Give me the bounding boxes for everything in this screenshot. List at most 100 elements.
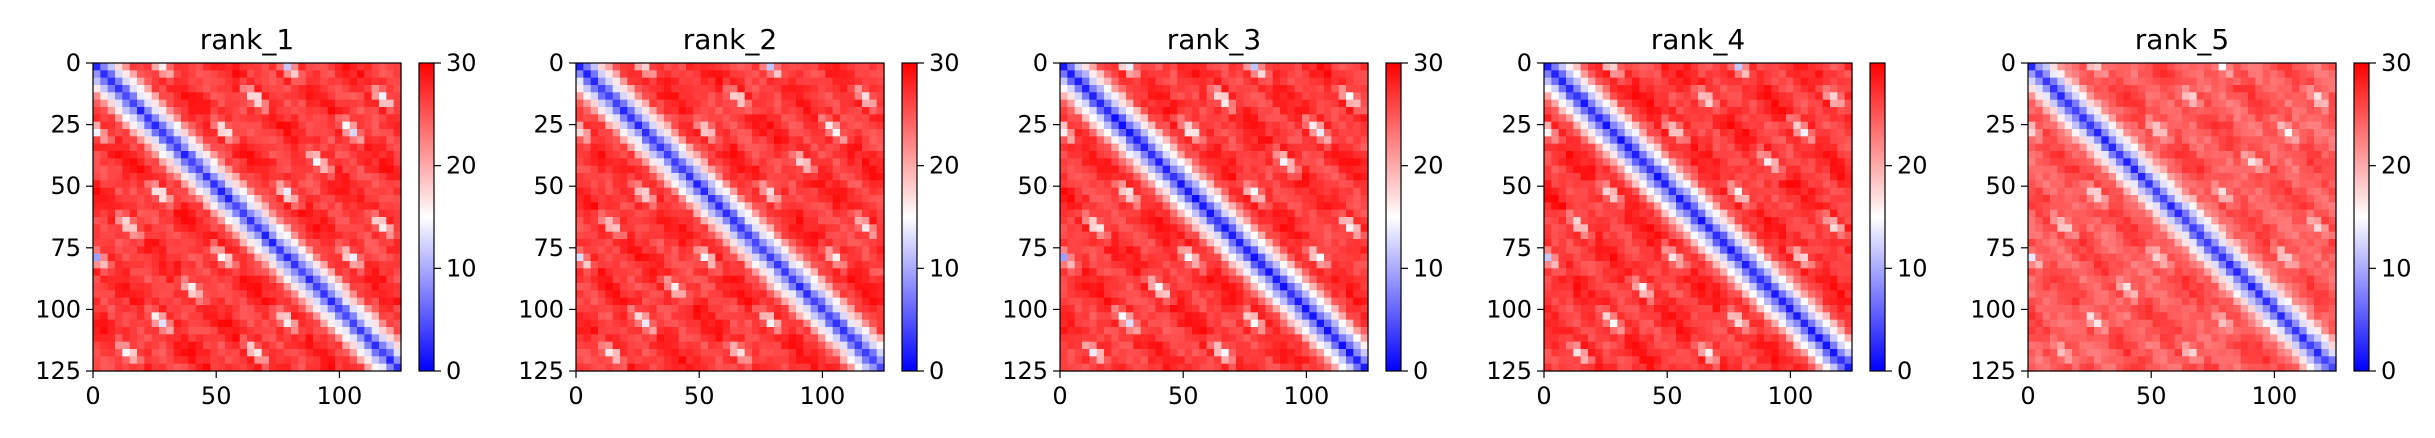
heatmap-cell xyxy=(862,275,870,284)
heatmap-cell xyxy=(693,253,702,262)
heatmap-cell xyxy=(122,151,131,159)
heatmap-cell xyxy=(320,77,329,86)
heatmap-cell xyxy=(715,70,724,79)
heatmap-cell xyxy=(737,143,746,152)
heatmap-cell xyxy=(854,283,863,291)
heatmap-cell xyxy=(232,158,241,167)
heatmap-cell xyxy=(1287,246,1296,255)
heatmap-cell xyxy=(327,151,336,159)
heatmap-cell xyxy=(1199,136,1208,145)
heatmap-cell xyxy=(664,158,672,167)
heatmap-cell xyxy=(144,195,153,203)
heatmap-cell xyxy=(232,99,241,108)
heatmap-cell xyxy=(269,297,277,306)
heatmap-cell xyxy=(129,187,138,196)
heatmap-cell xyxy=(144,63,153,71)
heatmap-cell xyxy=(393,165,402,174)
heatmap-cell xyxy=(744,261,753,269)
heatmap-cell xyxy=(869,268,878,277)
heatmap-cell xyxy=(1309,246,1318,255)
heatmap-cell xyxy=(1331,202,1340,211)
heatmap-cell xyxy=(656,77,665,86)
heatmap-cell xyxy=(847,136,856,145)
heatmap-cell xyxy=(1177,187,1186,196)
heatmap-cell xyxy=(634,114,643,123)
heatmap-cell xyxy=(1206,85,1215,93)
heatmap-cell xyxy=(107,239,116,247)
heatmap-cell xyxy=(642,143,650,152)
heatmap-cell xyxy=(261,180,270,189)
x-tick-label: 50 xyxy=(201,382,232,410)
heatmap-cell xyxy=(840,217,848,225)
heatmap-cell xyxy=(803,283,812,291)
heatmap-cell xyxy=(781,275,790,284)
heatmap-cell xyxy=(840,246,848,255)
heatmap-cell xyxy=(1258,202,1266,211)
heatmap-cell xyxy=(342,275,351,284)
heatmap-cell xyxy=(1228,165,1237,174)
heatmap-cell xyxy=(247,151,255,159)
heatmap-cell xyxy=(722,231,731,240)
heatmap-cell xyxy=(737,334,746,343)
heatmap-cell xyxy=(1228,275,1237,284)
heatmap-cell xyxy=(122,305,131,313)
heatmap-cell xyxy=(876,246,885,255)
heatmap-cell xyxy=(1096,187,1105,196)
heatmap-cell xyxy=(122,224,131,233)
heatmap-cell xyxy=(247,349,255,357)
heatmap-cell xyxy=(181,70,189,79)
heatmap-cell xyxy=(1111,151,1120,159)
heatmap-cell xyxy=(1353,114,1362,123)
heatmap-cell xyxy=(1140,165,1149,174)
heatmap-cell xyxy=(1228,77,1237,86)
heatmap-cell xyxy=(656,165,665,174)
heatmap-cell xyxy=(327,158,336,167)
x-tick-label: 0 xyxy=(568,382,583,410)
heatmap-cell xyxy=(276,77,285,86)
heatmap-cell xyxy=(1214,239,1222,247)
heatmap-cell xyxy=(796,217,804,225)
heatmap-cell xyxy=(100,121,109,130)
heatmap-cell xyxy=(605,158,614,167)
heatmap-cell xyxy=(1346,121,1354,130)
heatmap-cell xyxy=(1082,261,1090,269)
heatmap-cell xyxy=(93,85,101,93)
heatmap-cell xyxy=(1074,202,1083,211)
heatmap-cell xyxy=(137,209,145,218)
heatmap-cell xyxy=(598,85,606,93)
heatmap-cell xyxy=(810,327,819,335)
heatmap-cell xyxy=(393,209,402,218)
heatmap-cell xyxy=(759,231,768,240)
heatmap-cell xyxy=(1294,261,1303,269)
heatmap-cell xyxy=(364,107,373,115)
heatmap-cell xyxy=(379,202,387,211)
y-tick-label: 100 xyxy=(518,295,564,323)
heatmap-cell xyxy=(1162,297,1171,306)
heatmap-cell xyxy=(781,129,790,137)
heatmap-cell xyxy=(1133,129,1142,137)
heatmap-cell xyxy=(598,239,606,247)
heatmap-cell xyxy=(869,253,878,262)
heatmap-cell xyxy=(203,85,211,93)
heatmap-cell xyxy=(1236,85,1244,93)
heatmap-cell xyxy=(115,143,123,152)
heatmap-cell xyxy=(269,334,277,343)
heatmap-cell xyxy=(217,363,226,372)
heatmap-cell xyxy=(107,349,116,357)
heatmap-cell xyxy=(1265,63,1274,71)
heatmap-cell xyxy=(708,70,716,79)
heatmap-cell xyxy=(100,143,109,152)
heatmap-cell xyxy=(195,202,204,211)
heatmap-cell xyxy=(342,217,351,225)
heatmap-cell xyxy=(686,239,694,247)
y-tick-label: 0 xyxy=(66,49,81,77)
heatmap-cell xyxy=(664,195,672,203)
heatmap-cell xyxy=(1067,129,1076,137)
heatmap-cell xyxy=(1126,297,1134,306)
heatmap-cell xyxy=(269,305,277,313)
heatmap-cell xyxy=(1104,173,1112,181)
heatmap-cell xyxy=(598,70,606,79)
heatmap-cell xyxy=(1287,107,1296,115)
heatmap-cell xyxy=(1140,268,1149,277)
heatmap-cell xyxy=(232,246,241,255)
